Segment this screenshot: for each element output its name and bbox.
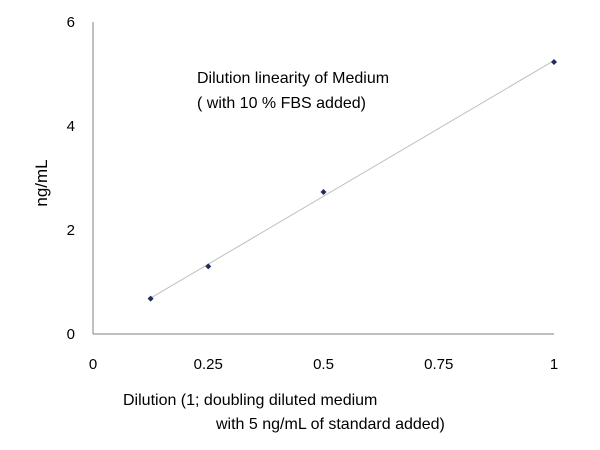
x-tick-label: 0.5 — [313, 356, 334, 373]
data-points — [147, 59, 557, 302]
trendline — [150, 60, 555, 299]
y-tick-label: 4 — [67, 118, 75, 135]
x-axis-label: Dilution (1; doubling diluted medium wit… — [123, 389, 445, 437]
chart-annotation: Dilution linearity of Medium ( with 10 %… — [197, 66, 389, 116]
x-tick-label: 1 — [550, 356, 558, 373]
annotation-line-1: Dilution linearity of Medium — [197, 70, 390, 87]
data-point — [147, 295, 154, 302]
y-tick-label: 0 — [67, 326, 75, 343]
data-point — [551, 59, 557, 66]
tick-labels: 0 2 4 6 0 0.25 0.5 0.75 1 — [67, 14, 559, 373]
x-tick-label: 0.75 — [424, 356, 453, 373]
x-axis-label-line-2: with 5 ng/mL of standard added) — [216, 416, 445, 433]
x-tick-label: 0.25 — [194, 356, 223, 373]
y-tick-label: 6 — [67, 14, 75, 31]
y-axis-label: ng/mL — [32, 159, 51, 206]
data-point — [205, 263, 212, 270]
x-tick-label: 0 — [89, 356, 97, 373]
x-axis-label-line-1: Dilution (1; doubling diluted medium — [123, 392, 378, 409]
annotation-line-2: ( with 10 % FBS added) — [197, 95, 366, 112]
y-tick-label: 2 — [67, 222, 75, 239]
data-point — [320, 189, 327, 196]
axes — [92, 22, 554, 335]
trendline-line — [150, 60, 555, 299]
